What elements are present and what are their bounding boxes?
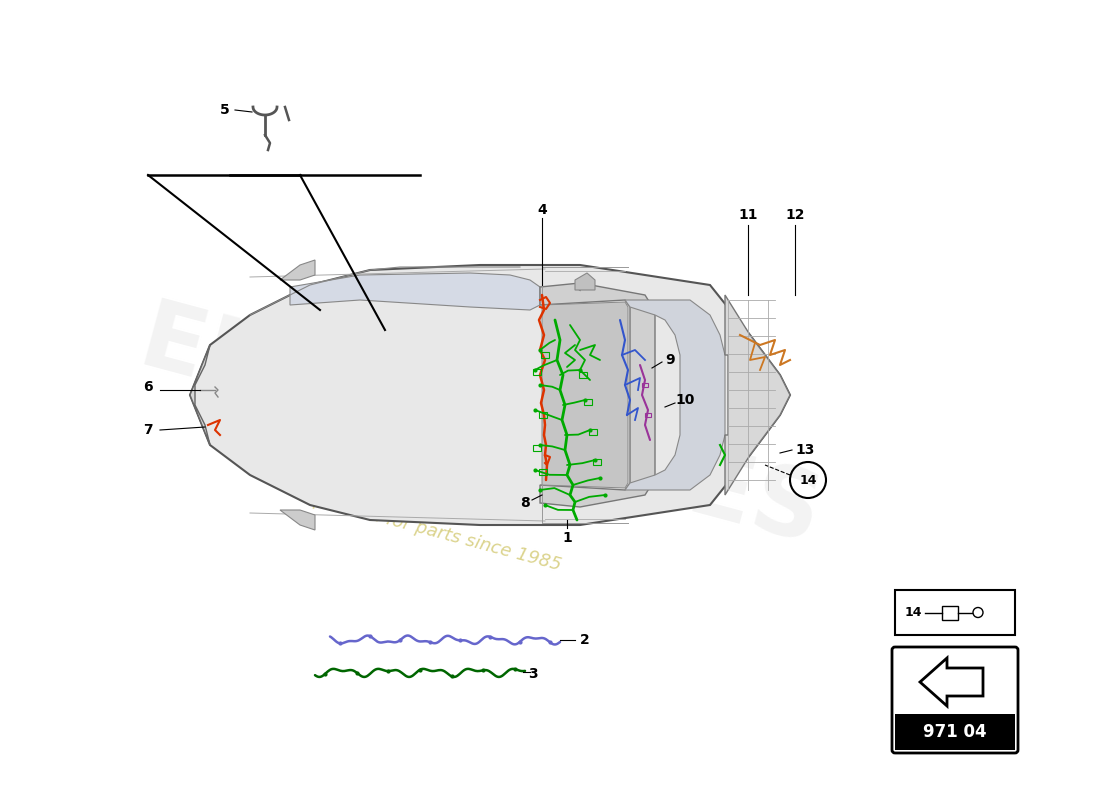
FancyBboxPatch shape [895,590,1015,635]
FancyBboxPatch shape [892,647,1018,753]
Text: 2: 2 [580,633,590,647]
Polygon shape [190,265,790,525]
Polygon shape [280,260,315,280]
Text: 13: 13 [795,443,815,457]
Polygon shape [625,300,725,490]
Polygon shape [540,283,654,507]
Text: 4: 4 [537,203,547,217]
Polygon shape [280,510,315,530]
Text: 8: 8 [520,496,530,510]
Text: EUROSPARES: EUROSPARES [130,295,830,565]
Polygon shape [290,273,540,310]
Polygon shape [895,714,1015,750]
Text: 7: 7 [143,423,153,437]
Text: 11: 11 [738,208,758,222]
Text: 971 04: 971 04 [923,723,987,741]
Polygon shape [542,302,628,488]
Text: 14: 14 [904,606,922,619]
Text: 6: 6 [143,380,153,394]
Text: 5: 5 [220,103,230,117]
Text: 12: 12 [785,208,805,222]
Polygon shape [575,273,595,290]
Text: 9: 9 [666,353,674,367]
Polygon shape [190,345,210,445]
Polygon shape [725,295,790,495]
Text: 14: 14 [800,474,816,486]
Text: a passion for parts since 1985: a passion for parts since 1985 [296,486,563,574]
Text: 3: 3 [528,667,538,681]
Text: 10: 10 [675,393,695,407]
Text: 1: 1 [562,531,572,545]
